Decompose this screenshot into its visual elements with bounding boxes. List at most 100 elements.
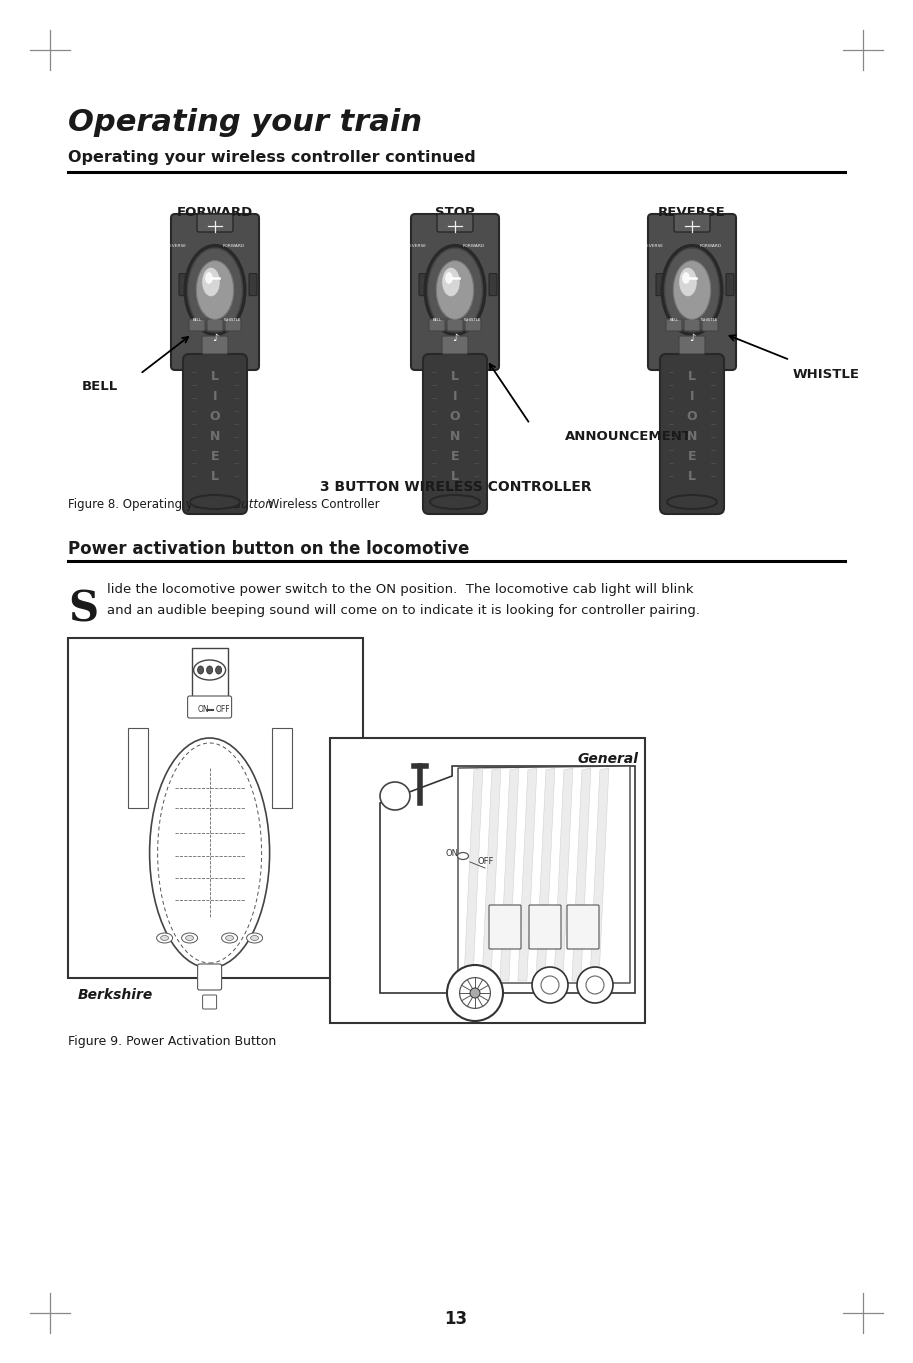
Ellipse shape <box>187 248 243 333</box>
Text: Operating your train: Operating your train <box>68 108 422 138</box>
FancyBboxPatch shape <box>567 905 599 949</box>
Ellipse shape <box>457 852 468 860</box>
Text: O: O <box>210 409 220 423</box>
FancyBboxPatch shape <box>171 214 259 369</box>
Ellipse shape <box>184 245 246 335</box>
FancyBboxPatch shape <box>179 274 187 296</box>
Bar <box>192 647 227 698</box>
FancyBboxPatch shape <box>656 274 664 296</box>
FancyBboxPatch shape <box>225 319 241 331</box>
Bar <box>330 737 645 1024</box>
Ellipse shape <box>196 260 234 319</box>
Ellipse shape <box>150 737 269 968</box>
Text: 3 Button: 3 Button <box>222 497 273 511</box>
Text: STOP: STOP <box>436 206 475 219</box>
FancyBboxPatch shape <box>447 319 463 331</box>
Text: E: E <box>687 450 697 462</box>
Polygon shape <box>464 767 483 981</box>
Text: ANNOUNCEMENT: ANNOUNCEMENT <box>565 429 692 443</box>
Circle shape <box>541 976 559 994</box>
Circle shape <box>447 965 503 1021</box>
FancyBboxPatch shape <box>465 319 481 331</box>
Text: WHISTLE: WHISTLE <box>465 318 482 322</box>
FancyBboxPatch shape <box>648 214 736 369</box>
Ellipse shape <box>665 248 719 333</box>
Text: BELL: BELL <box>669 318 678 322</box>
Text: and an audible beeping sound will come on to indicate it is looking for controll: and an audible beeping sound will come o… <box>107 604 700 617</box>
Bar <box>68 638 363 979</box>
Bar <box>128 728 148 808</box>
Text: Figure 8. Operating your: Figure 8. Operating your <box>68 497 216 511</box>
FancyBboxPatch shape <box>207 319 223 331</box>
Text: Operating your wireless controller continued: Operating your wireless controller conti… <box>68 150 476 165</box>
Ellipse shape <box>446 273 453 284</box>
FancyBboxPatch shape <box>411 214 499 369</box>
Ellipse shape <box>682 273 690 284</box>
FancyBboxPatch shape <box>674 214 710 232</box>
Text: 13: 13 <box>445 1310 467 1328</box>
Text: BELL: BELL <box>82 380 118 393</box>
FancyBboxPatch shape <box>197 214 233 232</box>
Text: L: L <box>211 469 219 483</box>
FancyBboxPatch shape <box>203 995 216 1009</box>
Circle shape <box>470 988 480 998</box>
FancyBboxPatch shape <box>726 274 734 296</box>
Text: 3 BUTTON WIRELESS CONTROLLER: 3 BUTTON WIRELESS CONTROLLER <box>320 480 592 493</box>
Text: WHISTLE: WHISTLE <box>701 318 719 322</box>
Text: L: L <box>211 369 219 383</box>
Text: L: L <box>688 369 696 383</box>
FancyBboxPatch shape <box>419 274 427 296</box>
FancyBboxPatch shape <box>702 319 718 331</box>
Ellipse shape <box>194 660 226 680</box>
Ellipse shape <box>182 934 197 943</box>
Text: WHISTLE: WHISTLE <box>792 368 859 382</box>
FancyBboxPatch shape <box>429 319 445 331</box>
Ellipse shape <box>197 667 204 673</box>
Ellipse shape <box>202 267 220 296</box>
Text: ♪: ♪ <box>452 333 458 343</box>
Polygon shape <box>482 767 501 981</box>
Ellipse shape <box>185 935 194 940</box>
Text: WHISTLE: WHISTLE <box>225 318 242 322</box>
Text: lide the locomotive power switch to the ON position.  The locomotive cab light w: lide the locomotive power switch to the … <box>107 583 694 596</box>
Text: N: N <box>210 429 220 443</box>
FancyBboxPatch shape <box>679 337 705 354</box>
Text: REVERSE: REVERSE <box>167 244 187 248</box>
FancyBboxPatch shape <box>197 964 222 990</box>
Text: E: E <box>451 450 459 462</box>
FancyBboxPatch shape <box>489 274 497 296</box>
Text: REVERSE: REVERSE <box>658 206 726 219</box>
Text: L: L <box>451 369 459 383</box>
Text: REVERSE: REVERSE <box>407 244 427 248</box>
Text: N: N <box>687 429 698 443</box>
Text: Figure 9. Power Activation Button: Figure 9. Power Activation Button <box>68 1035 277 1048</box>
Text: O: O <box>687 409 698 423</box>
Ellipse shape <box>190 495 240 508</box>
FancyBboxPatch shape <box>202 337 228 354</box>
Polygon shape <box>458 766 630 983</box>
Text: I: I <box>213 390 217 402</box>
Ellipse shape <box>205 273 213 284</box>
FancyBboxPatch shape <box>249 274 257 296</box>
Text: ON: ON <box>445 849 458 857</box>
Ellipse shape <box>157 934 173 943</box>
Ellipse shape <box>425 245 486 335</box>
Polygon shape <box>500 767 519 981</box>
Text: FORWARD: FORWARD <box>463 244 485 248</box>
Polygon shape <box>572 767 591 981</box>
Ellipse shape <box>222 934 237 943</box>
Ellipse shape <box>380 782 410 810</box>
FancyBboxPatch shape <box>666 319 682 331</box>
Text: OFF: OFF <box>477 856 493 866</box>
Ellipse shape <box>215 667 222 673</box>
Ellipse shape <box>247 934 263 943</box>
FancyBboxPatch shape <box>529 905 561 949</box>
Circle shape <box>532 966 568 1003</box>
Text: General: General <box>577 752 638 766</box>
Text: O: O <box>450 409 460 423</box>
Text: L: L <box>451 469 459 483</box>
Polygon shape <box>536 767 555 981</box>
Ellipse shape <box>436 260 474 319</box>
Text: ON: ON <box>197 705 209 713</box>
FancyBboxPatch shape <box>660 354 724 514</box>
